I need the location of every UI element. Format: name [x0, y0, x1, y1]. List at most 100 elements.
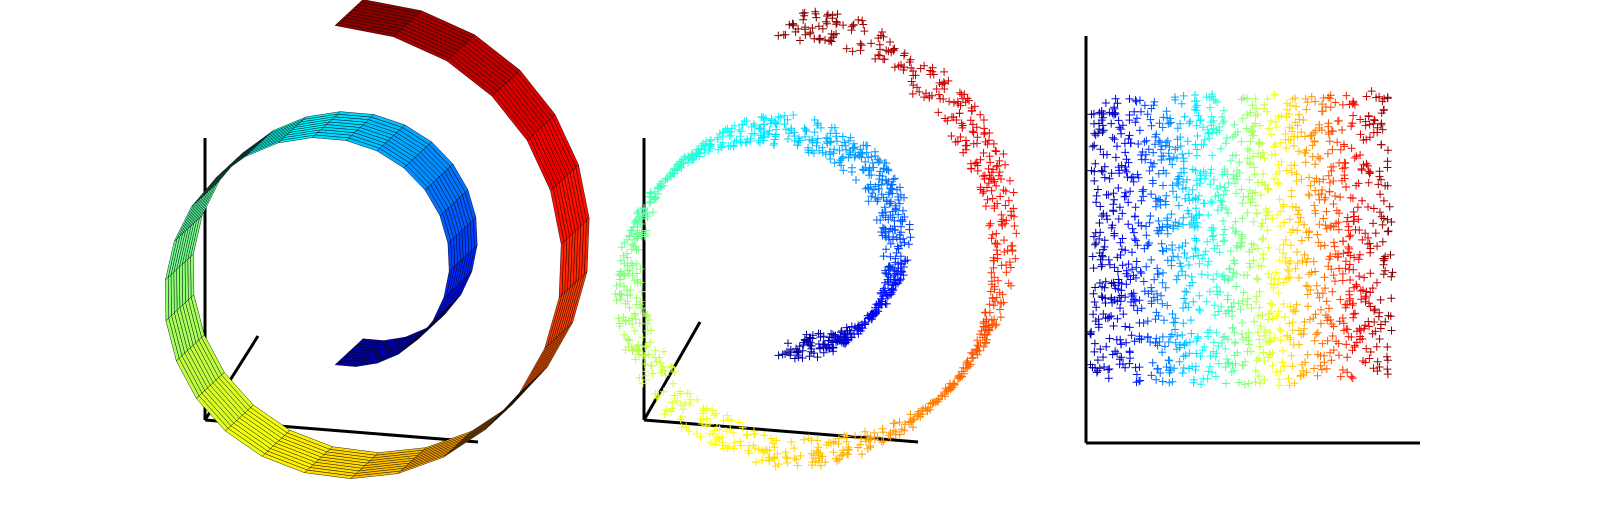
embedding-point-plus: [1169, 252, 1177, 260]
embedding-point-plus: [1328, 146, 1336, 154]
embedding-point-plus: [1091, 298, 1099, 306]
embedding-point-plus: [1254, 245, 1262, 253]
scatter-point-plus: [984, 196, 992, 204]
scatter-point-plus: [821, 36, 829, 44]
embedding-point-plus: [1238, 319, 1246, 327]
embedding-point-plus: [1327, 103, 1335, 111]
scatter-point-plus: [909, 90, 917, 98]
embedding-point-plus: [1365, 167, 1373, 175]
scatter-point-plus: [994, 162, 1002, 170]
embedding-point-plus: [1272, 150, 1280, 158]
scatter-point-plus: [891, 217, 899, 225]
embedding-point-plus: [1128, 248, 1136, 256]
embedding-point-plus: [1090, 141, 1098, 149]
embedding-point-plus: [1181, 287, 1189, 295]
embedding-point-plus: [1302, 258, 1310, 266]
embedding-point-plus: [1238, 115, 1246, 123]
embedding-point-plus: [1209, 224, 1217, 232]
embedding-point-plus: [1098, 261, 1106, 269]
embedding-point-plus: [1269, 315, 1277, 323]
embedding-point-plus: [1108, 169, 1116, 177]
embedding-point-plus: [1254, 276, 1262, 284]
embedding-point-plus: [1185, 261, 1193, 269]
embedding-point-plus: [1321, 273, 1329, 281]
embedding-point-plus: [1140, 138, 1148, 146]
embedding-point-plus: [1178, 100, 1186, 108]
scatter-point-plus: [989, 195, 997, 203]
scatter-point-plus: [981, 129, 989, 137]
scatter-point-plus: [992, 239, 1000, 247]
embedding-point-plus: [1232, 189, 1240, 197]
scatter-point-plus: [858, 450, 866, 458]
embedding-point-plus: [1285, 320, 1293, 328]
scatter-point-plus: [976, 111, 984, 119]
embedding-point-plus: [1284, 265, 1292, 273]
embedding-point-plus: [1174, 124, 1182, 132]
scatter-point-plus: [625, 336, 633, 344]
scatter-point-plus: [997, 211, 1005, 219]
embedding-point-plus: [1239, 214, 1247, 222]
scatter-point-plus: [996, 306, 1004, 314]
embedding-point-plus: [1113, 142, 1121, 150]
scatter-point-plus: [783, 459, 791, 467]
embedding-point-plus: [1187, 316, 1195, 324]
embedding-point-plus: [1385, 227, 1393, 235]
embedding-point-plus: [1227, 247, 1235, 255]
embedding-point-plus: [1115, 123, 1123, 131]
scatter-point-plus: [641, 343, 649, 351]
embedding-point-plus: [1181, 113, 1189, 121]
embedding-point-plus: [1370, 205, 1378, 213]
embedding-point-plus: [1379, 255, 1387, 263]
embedding-point-plus: [1318, 107, 1326, 115]
embedding-point-plus: [1204, 261, 1212, 269]
embedding-point-plus: [1302, 282, 1310, 290]
embedding-point-plus: [1315, 220, 1323, 228]
scatter-point-plus: [947, 132, 955, 140]
embedding-point-plus: [1134, 140, 1142, 148]
embedding-point-plus: [1132, 237, 1140, 245]
embedding-point-plus: [1235, 379, 1243, 387]
scatter-point-plus: [998, 261, 1006, 269]
embedding-point-plus: [1307, 182, 1315, 190]
embedding-point-plus: [1305, 190, 1313, 198]
embedding-point-plus: [1142, 231, 1150, 239]
embedding-point-plus: [1354, 203, 1362, 211]
embedding-point-plus: [1200, 140, 1208, 148]
embedding-point-plus: [1324, 150, 1332, 158]
embedding-point-plus: [1327, 356, 1335, 364]
embedding-point-plus: [1384, 228, 1392, 236]
embedding-point-plus: [1237, 305, 1245, 313]
embedding-point-plus: [1173, 276, 1181, 284]
scatter-point-plus: [982, 308, 990, 316]
embedding-point-plus: [1204, 332, 1212, 340]
embedding-point-plus: [1295, 274, 1303, 282]
embedding-point-plus: [1142, 263, 1150, 271]
embedding-point-plus: [1207, 165, 1215, 173]
embedding-point-plus: [1155, 217, 1163, 225]
scatter-point-plus: [719, 139, 727, 147]
scatter-point-plus: [967, 116, 975, 124]
embedding-point-plus: [1259, 170, 1267, 178]
embedding-point-plus: [1091, 284, 1099, 292]
embedding-point-plus: [1142, 137, 1150, 145]
embedding-point-plus: [1338, 126, 1346, 134]
embedding-point-plus: [1283, 167, 1291, 175]
embedding-point-plus: [1219, 119, 1227, 127]
embedding-point-plus: [1124, 173, 1132, 181]
embedding-point-plus: [1258, 236, 1266, 244]
embedding-point-plus: [1107, 120, 1115, 128]
embedding-point-plus: [1096, 203, 1104, 211]
embedding-point-plus: [1272, 368, 1280, 376]
embedding-point-plus: [1224, 360, 1232, 368]
scatter-point-plus: [879, 425, 887, 433]
embedding-point-plus: [1345, 226, 1353, 234]
embedding-point-plus: [1267, 130, 1275, 138]
embedding-point-plus: [1311, 337, 1319, 345]
embedding-point-plus: [1387, 294, 1395, 302]
embedding-point-plus: [1383, 353, 1391, 361]
embedding-point-plus: [1284, 274, 1292, 282]
embedding-point-plus: [1095, 109, 1103, 117]
embedding-point-plus: [1251, 170, 1259, 178]
embedding-point-plus: [1192, 362, 1200, 370]
